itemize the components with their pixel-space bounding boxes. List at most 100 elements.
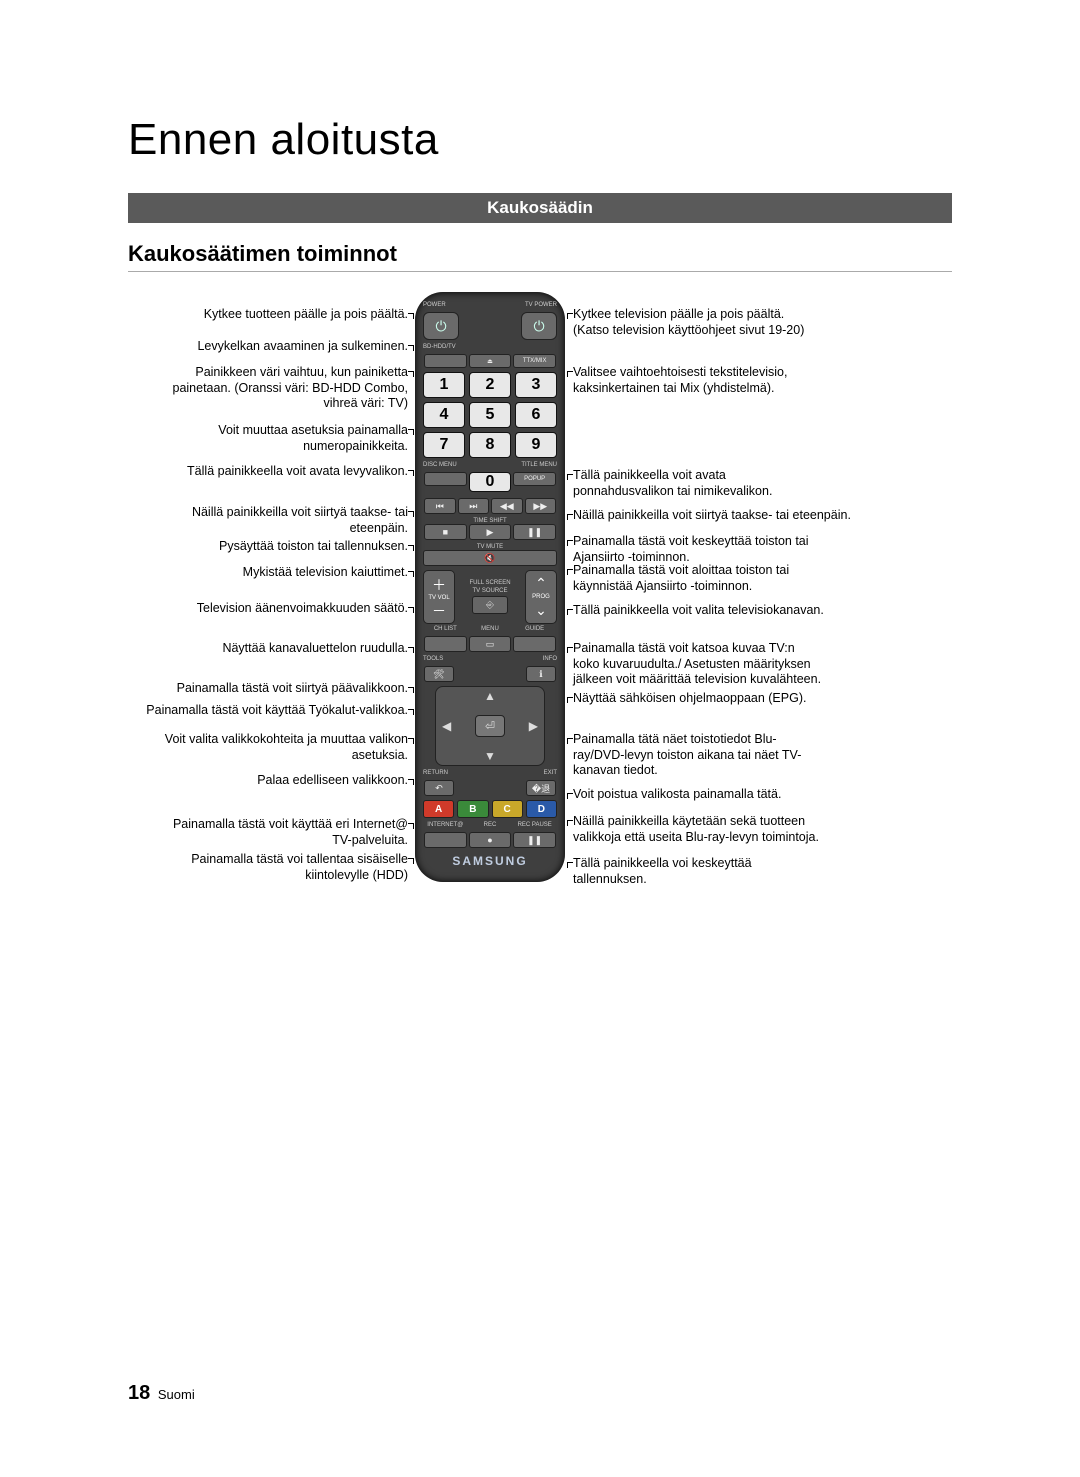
rec-label: REC	[468, 822, 513, 828]
title-menu-label: TITLE MENU	[490, 462, 557, 468]
subheading-rule	[128, 271, 952, 272]
bd-hdd-tv-label: BD-HDD/TV	[423, 344, 490, 350]
return-label: RETURN	[423, 770, 490, 776]
right-callout-4: Painamalla tästä voit keskeyttää toiston…	[573, 534, 873, 565]
pause-button: ❚❚	[513, 524, 556, 540]
down-arrow-icon: ▼	[484, 749, 496, 763]
left-callout-1: Levykelkan avaaminen ja sulkeminen.	[128, 339, 408, 355]
remote-body: POWER TV POWER ⏻ ⏻ BD-HDD/TV ⏏ TTX/MIX 1…	[415, 292, 565, 882]
menu-label: MENU	[468, 626, 513, 632]
tools-button: 🛠	[424, 666, 454, 682]
return-button: ↶	[424, 780, 454, 796]
color-button-a: A	[423, 800, 454, 818]
eject-button: ⏏	[469, 354, 512, 368]
right-callout-6: Tällä painikkeella voit valita televisio…	[573, 603, 873, 619]
num-9-button: 9	[515, 432, 557, 458]
left-callout-12: Voit valita valikkokohteita ja muuttaa v…	[128, 732, 408, 763]
right-callout-7: Painamalla tästä voit katsoa kuvaa TV:nk…	[573, 641, 873, 688]
left-callout-7: Mykistää television kaiuttimet.	[128, 565, 408, 581]
left-callout-13: Palaa edelliseen valikkoon.	[128, 773, 408, 789]
left-callout-9: Näyttää kanavaluettelon ruudulla.	[128, 641, 408, 657]
right-callout-2: Tällä painikkeella voit avataponnahdusva…	[573, 468, 873, 499]
disc-menu-button	[424, 472, 467, 486]
page-number: 18	[128, 1382, 150, 1404]
disc-menu-label: DISC MENU	[423, 462, 490, 468]
num-6-button: 6	[515, 402, 557, 428]
power-button: ⏻	[423, 312, 459, 340]
tv-vol-rocker: ＋TV VOL－	[423, 570, 455, 624]
up-arrow-icon: ▲	[484, 689, 496, 703]
stop-button: ■	[424, 524, 467, 540]
left-callout-5: Näillä painikkeilla voit siirtyä taakse-…	[128, 505, 408, 536]
tv-power-button: ⏻	[521, 312, 557, 340]
guide-button	[513, 636, 556, 652]
page-lang: Suomi	[158, 1387, 195, 1402]
right-callout-11: Näillä painikkeilla käytetään sekä tuott…	[573, 814, 873, 845]
section-bar: Kaukosäädin	[128, 193, 952, 223]
internet-button	[424, 832, 467, 848]
info-button: ℹ	[526, 666, 556, 682]
left-callout-14: Painamalla tästä voit käyttää eri Intern…	[128, 817, 408, 848]
popup-button: POPUP	[513, 472, 556, 486]
right-callout-1: Valitsee vaihtoehtoisesti tekstitelevisi…	[573, 365, 873, 396]
ttx-mix-button: TTX/MIX	[513, 354, 556, 368]
num-3-button: 3	[515, 372, 557, 398]
num-2-button: 2	[469, 372, 511, 398]
rec-pause-label: REC PAUSE	[512, 822, 557, 828]
right-callout-0: Kytkee television päälle ja pois päältä.…	[573, 307, 873, 338]
tv-power-label: TV POWER	[490, 302, 557, 308]
skip-fwd-button: ⏭	[458, 498, 490, 514]
rewind-button: ◀◀	[491, 498, 523, 514]
color-button-b: B	[457, 800, 488, 818]
full-screen-label: FULL SCREEN	[469, 580, 510, 586]
rec-pause-button: ❚❚	[513, 832, 556, 848]
tv-source-label: TV SOURCE	[472, 588, 507, 594]
internet-label: INTERNET@	[423, 822, 468, 828]
ch-list-button	[424, 636, 467, 652]
right-callout-3: Näillä painikkeilla voit siirtyä taakse-…	[573, 508, 873, 524]
guide-label: GUIDE	[512, 626, 557, 632]
exit-label: EXIT	[490, 770, 557, 776]
num-5-button: 5	[469, 402, 511, 428]
rec-button: ●	[469, 832, 512, 848]
subheading: Kaukosäätimen toiminnot	[0, 223, 1080, 267]
page-footer: 18 Suomi	[128, 1382, 195, 1405]
tools-label: TOOLS	[423, 656, 490, 662]
left-arrow-icon: ◀	[442, 719, 451, 733]
num-7-button: 7	[423, 432, 465, 458]
power-label: POWER	[423, 302, 490, 308]
left-callout-8: Television äänenvoimakkuuden säätö.	[128, 601, 408, 617]
right-callout-5: Painamalla tästä voit aloittaa toiston t…	[573, 563, 873, 594]
right-callout-10: Voit poistua valikosta painamalla tätä.	[573, 787, 873, 803]
info-label: INFO	[490, 656, 557, 662]
color-button-row: ABCD	[423, 800, 557, 818]
right-callout-9: Painamalla tätä näet toistotiedot Blu-ra…	[573, 732, 873, 779]
num-1-button: 1	[423, 372, 465, 398]
color-button-d: D	[526, 800, 557, 818]
color-button-c: C	[492, 800, 523, 818]
exit-button: �退	[526, 780, 556, 796]
menu-button: ▭	[469, 636, 512, 652]
page-title: Ennen aloitusta	[0, 0, 1080, 165]
enter-button: ⏎	[475, 715, 505, 737]
left-callout-10: Painamalla tästä voit siirtyä päävalikko…	[128, 681, 408, 697]
left-callout-4: Tällä painikkeella voit avata levyvaliko…	[128, 464, 408, 480]
num-4-button: 4	[423, 402, 465, 428]
prog-rocker: ⌃PROG⌄	[525, 570, 557, 624]
brand-logo: SAMSUNG	[423, 854, 557, 868]
left-callout-11: Painamalla tästä voit käyttää Työkalut-v…	[128, 703, 408, 719]
right-callout-12: Tällä painikkeella voi keskeyttäätallenn…	[573, 856, 873, 887]
left-callout-0: Kytkee tuotteen päälle ja pois päältä.	[128, 307, 408, 323]
dpad: ▲ ▼ ◀ ▶ ⏎	[435, 686, 545, 766]
right-arrow-icon: ▶	[529, 719, 538, 733]
ffwd-button: ▶▶	[525, 498, 557, 514]
left-callout-2: Painikkeen väri vaihtuu, kun painikettap…	[128, 365, 408, 412]
num-8-button: 8	[469, 432, 511, 458]
num-0-button: 0	[469, 472, 512, 492]
left-callout-6: Pysäyttää toiston tai tallennuksen.	[128, 539, 408, 555]
skip-back-button: ⏮	[424, 498, 456, 514]
right-callout-8: Näyttää sähköisen ohjelmaoppaan (EPG).	[573, 691, 873, 707]
section-bar-label: Kaukosäädin	[487, 198, 593, 217]
number-pad: 123 456 789	[423, 372, 557, 458]
bd-hdd-tv-button	[424, 354, 467, 368]
